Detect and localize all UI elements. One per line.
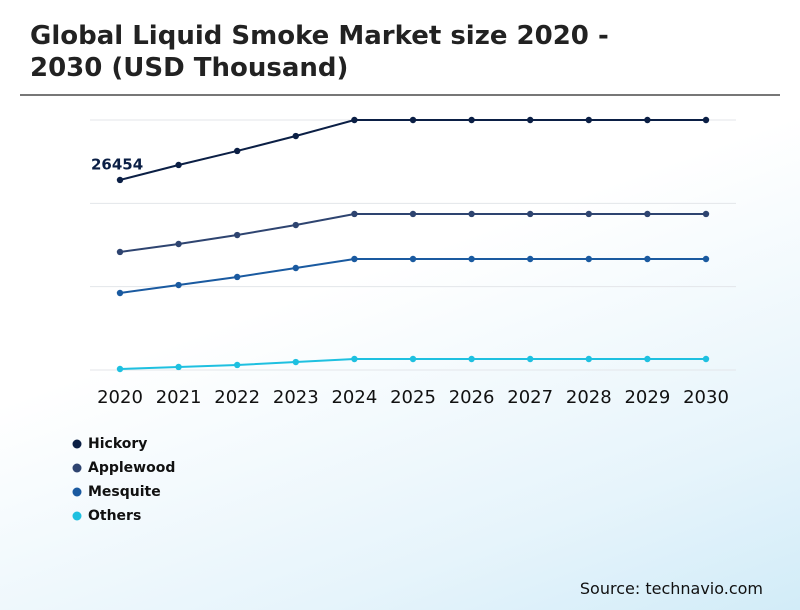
point	[644, 255, 651, 263]
title-rule	[20, 94, 780, 96]
point	[585, 116, 592, 124]
point	[116, 248, 124, 256]
point	[175, 240, 182, 248]
point	[409, 116, 417, 124]
x-tick-label: 2021	[156, 387, 202, 408]
point	[702, 355, 710, 363]
x-tick-label: 2030	[683, 387, 729, 408]
source: Source: technavio.com	[579, 579, 763, 598]
point	[468, 255, 475, 263]
legend-marker	[72, 439, 82, 449]
point	[468, 210, 475, 218]
point	[292, 358, 299, 366]
x-tick-label: 2025	[390, 387, 436, 408]
point	[116, 289, 124, 297]
point	[234, 273, 241, 281]
point	[351, 210, 358, 218]
legend-marker	[72, 487, 82, 497]
point	[234, 361, 241, 369]
x-tick-label: 2024	[331, 387, 377, 408]
point	[292, 132, 299, 140]
point	[644, 210, 651, 218]
x-tick-label: 2028	[566, 387, 612, 408]
legend-marker	[72, 511, 82, 521]
point	[409, 255, 417, 263]
point	[585, 210, 592, 218]
point	[527, 210, 534, 218]
point	[351, 355, 358, 363]
legend-label: Mesquite	[88, 484, 161, 500]
point	[292, 264, 299, 272]
point	[644, 355, 651, 363]
point	[585, 255, 592, 263]
point	[234, 147, 241, 155]
legend-label: Applewood	[88, 460, 175, 476]
point	[702, 255, 710, 263]
legend-marker	[72, 463, 82, 473]
point	[468, 355, 475, 363]
chart-title: Global Liquid Smoke Market size 2020 - 2…	[30, 21, 609, 83]
series-line	[119, 258, 706, 294]
point	[116, 365, 124, 373]
point	[351, 116, 358, 124]
series-line	[119, 212, 706, 253]
point	[351, 255, 358, 263]
point	[702, 210, 710, 218]
x-tick-label: 2027	[507, 387, 553, 408]
point	[468, 116, 475, 124]
point	[234, 231, 241, 239]
point	[409, 355, 417, 363]
x-tick-label: 2026	[449, 387, 495, 408]
legend-label: Others	[88, 508, 141, 524]
point	[702, 116, 710, 124]
point	[409, 210, 417, 218]
point	[116, 176, 124, 184]
point	[175, 161, 182, 169]
data-label: 26454	[91, 156, 143, 174]
x-tick-label: 2020	[97, 387, 143, 408]
point	[175, 363, 182, 371]
point	[527, 255, 534, 263]
series-line	[119, 119, 706, 181]
point	[175, 281, 182, 289]
point	[585, 355, 592, 363]
point	[292, 221, 299, 229]
point	[644, 116, 651, 124]
legend-label: Hickory	[88, 436, 147, 452]
point	[527, 355, 534, 363]
x-tick-label: 2023	[273, 387, 319, 408]
x-tick-label: 2022	[214, 387, 260, 408]
point	[527, 116, 534, 124]
x-tick-label: 2029	[624, 387, 670, 408]
